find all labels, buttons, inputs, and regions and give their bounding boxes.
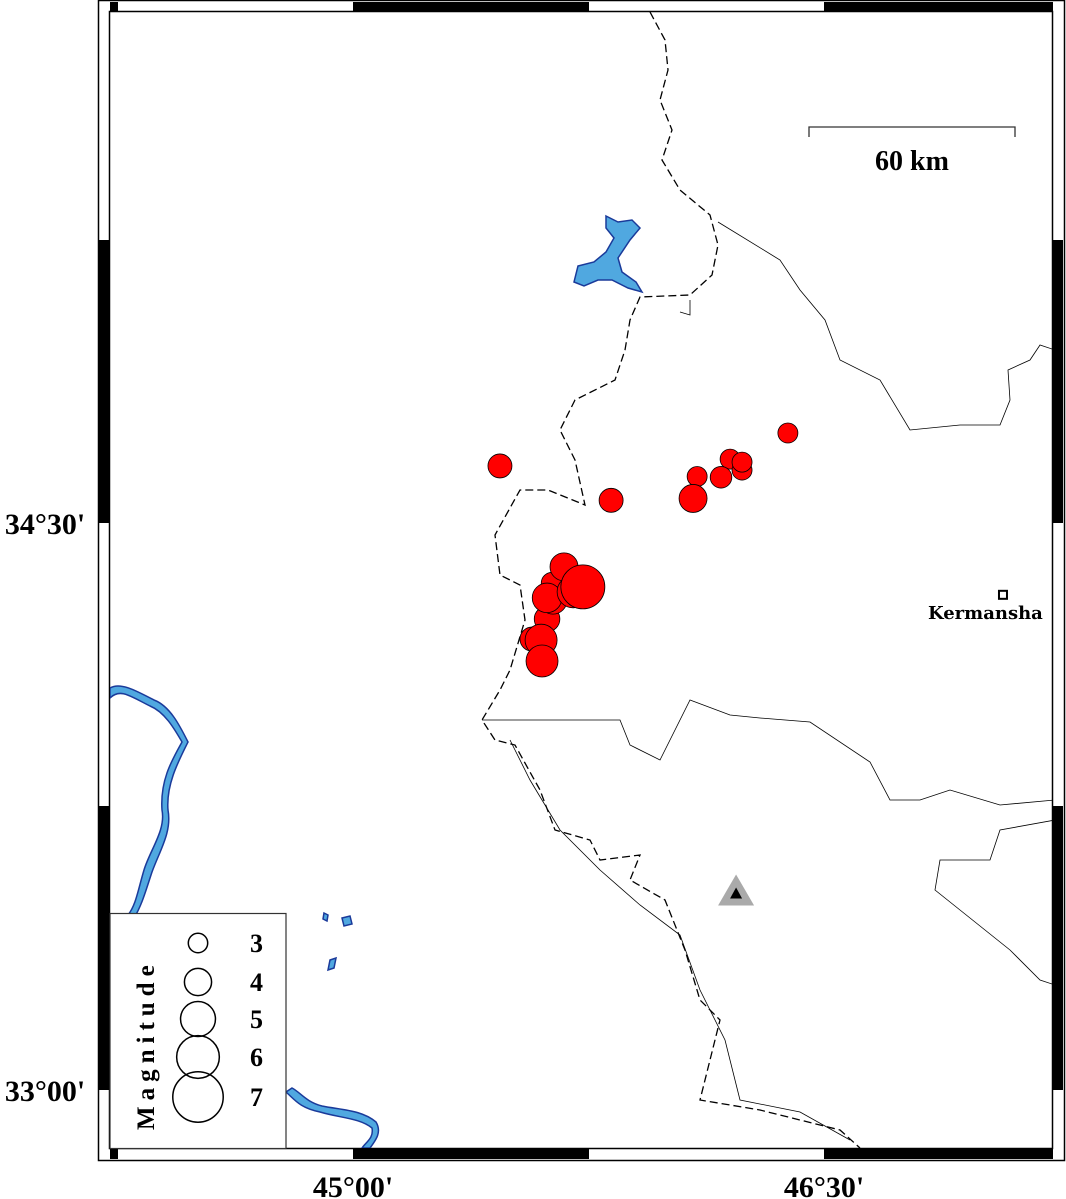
triangle-marker-icon — [718, 874, 755, 906]
event-marker — [487, 453, 513, 479]
legend-label: 7 — [250, 1083, 263, 1112]
event-marker — [678, 484, 708, 513]
province-borders — [482, 221, 1052, 1141]
lon-label-46-30: 46°30' — [784, 1171, 864, 1199]
pond — [327, 956, 337, 972]
lat-label-33-00: 33°00' — [5, 1075, 85, 1108]
legend-label: 4 — [250, 968, 263, 997]
legend-label: 3 — [250, 929, 263, 958]
legend-label: 6 — [250, 1043, 263, 1072]
event-marker — [709, 466, 733, 489]
square-marker-icon — [997, 589, 1008, 600]
legend-circle — [175, 1034, 221, 1080]
pond — [322, 911, 329, 923]
legend-label: 5 — [250, 1005, 263, 1034]
event-marker — [731, 451, 753, 473]
river-bottom — [284, 1087, 380, 1148]
scale-bar-label: 60 km — [875, 146, 949, 177]
international-border — [481, 12, 861, 1148]
event-marker — [560, 564, 606, 610]
legend-circle — [179, 1000, 217, 1038]
legend-circle — [187, 932, 209, 954]
station-triangle — [730, 887, 743, 899]
lat-label-34-30: 34°30' — [5, 508, 85, 541]
scale-bar: 60 km — [808, 126, 1016, 177]
event-marker — [525, 644, 559, 678]
event-marker — [598, 487, 624, 513]
earthquake-events — [487, 422, 799, 678]
pond — [341, 915, 353, 927]
lon-label-45-00: 45°00' — [313, 1171, 393, 1199]
lake — [573, 214, 644, 294]
legend-title: Magnitude — [133, 959, 160, 1130]
legend: Magnitude 3 4 5 6 7 — [109, 912, 287, 1150]
legend-circle — [172, 1071, 224, 1123]
legend-circle — [183, 967, 213, 997]
event-marker — [777, 422, 799, 444]
city-kermanshah: Kermansha — [928, 589, 1043, 624]
city-label: Kermansha — [928, 603, 1043, 624]
event-marker — [686, 466, 708, 487]
